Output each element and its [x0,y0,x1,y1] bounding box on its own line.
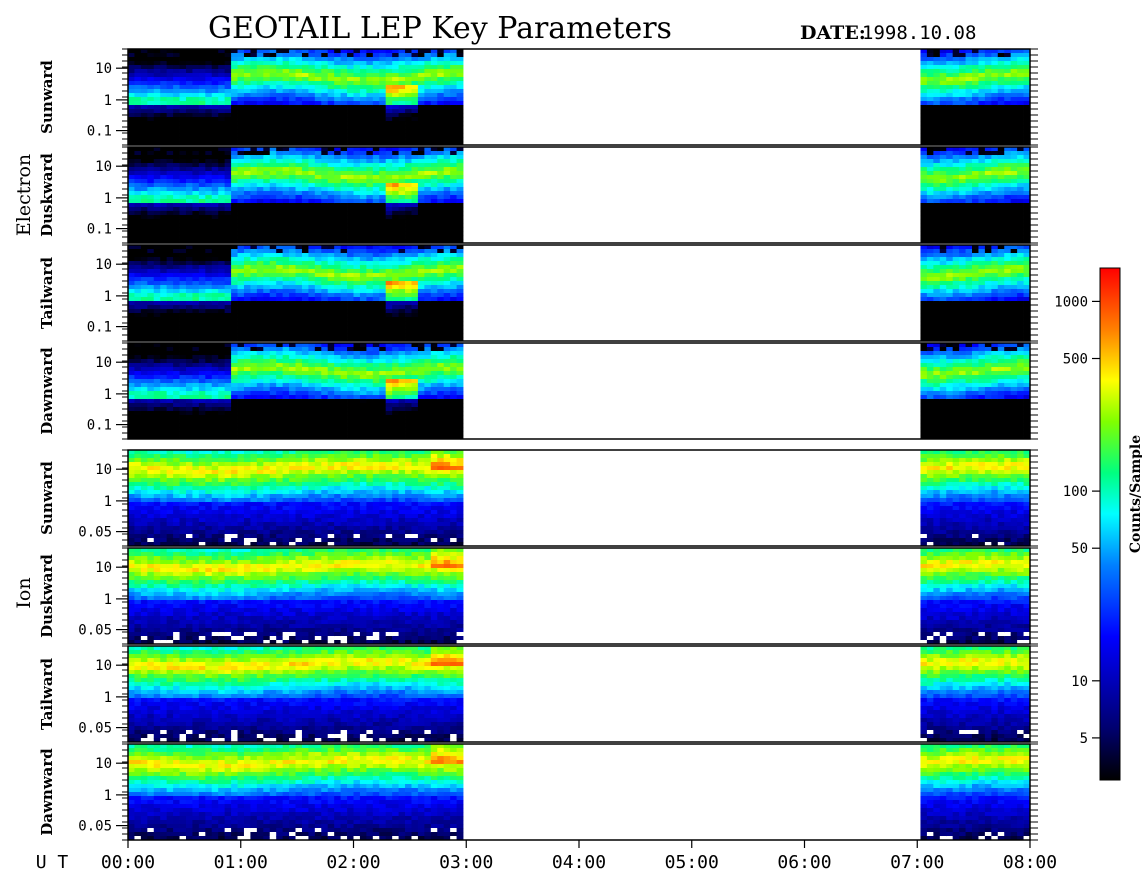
panel-label: Duskward [38,153,56,237]
y-tick-label: 0.05 [78,721,112,737]
y-tick-label: 1 [104,289,112,305]
y-tick-label: 1 [104,387,112,403]
date-label: DATE: [800,22,866,44]
electron-panel-sunward: 10 1 0.1 Sunward [38,48,1038,146]
panels: 10 1 0.1 Sunward 10 1 0.1 Duskward 10 1 0.1 Tailwar… [38,48,1038,841]
panel-label: Tailward [38,658,56,730]
colorbar-tick-label: 5 [1080,731,1088,747]
ion-panel-tailward: 10 1 0.05 Tailward [38,645,1038,743]
colorbar-tick-label: 100 [1063,484,1088,500]
electron-panel-tailward: 10 1 0.1 Tailward [38,244,1038,342]
y-tick-label: 0.1 [87,320,112,336]
ion-panel-sunward: 10 1 0.05 Sunward [38,449,1038,547]
colorbar [1099,267,1121,781]
group-label-ion: Ion [13,577,35,608]
x-tick-label: 04:00 [552,852,606,873]
y-tick-label: 10 [95,658,112,674]
y-tick-label: 10 [95,756,112,772]
ion-panel-dawnward: 10 1 0.05 Dawnward [38,743,1038,841]
date-value: 1998.10.08 [862,22,976,44]
electron-panel-duskward: 10 1 0.1 Duskward [38,146,1038,244]
x-tick-label: 08:00 [1003,852,1057,873]
y-tick-label: 0.1 [87,222,112,238]
x-tick-label: 06:00 [777,852,831,873]
ion-panel-duskward: 10 1 0.05 Duskward [38,547,1038,645]
panel-label: Dawnward [38,748,56,836]
panel-label: Dawnward [38,347,56,435]
y-tick-label: 0.05 [78,819,112,835]
y-tick-label: 10 [95,355,112,371]
colorbar-tick-label: 500 [1063,352,1088,368]
panel-label: Tailward [38,257,56,329]
y-tick-label: 1 [104,592,112,608]
panel-label: Duskward [38,554,56,638]
y-tick-label: 1 [104,191,112,207]
x-axis-label: U T [36,852,69,873]
colorbar-ticks: 1000 500 100 50 10 5 [1054,294,1100,747]
y-tick-label: 10 [95,462,112,478]
colorbar-label: Counts/Sample [1128,435,1142,553]
panel-label: Sunward [38,461,56,535]
x-tick-label: 00:00 [101,852,155,873]
colorbar-tick-label: 1000 [1054,294,1088,310]
y-tick-label: 1 [104,788,112,804]
group-label-electron: Electron [13,154,35,236]
y-tick-label: 10 [95,159,112,175]
y-tick-label: 10 [95,61,112,77]
x-tick-label: 02:00 [326,852,380,873]
y-tick-label: 0.05 [78,525,112,541]
y-tick-label: 10 [95,257,112,273]
x-tick-label: 03:00 [439,852,493,873]
y-tick-label: 0.05 [78,623,112,639]
colorbar-tick-label: 10 [1071,674,1088,690]
x-tick-label: 07:00 [890,852,944,873]
y-tick-label: 1 [104,690,112,706]
colorbar-tick-label: 50 [1071,541,1088,557]
x-ticks: 00:00 01:00 02:00 03:00 04:00 05:00 06:00 07:00… [101,840,1057,873]
y-tick-label: 0.1 [87,124,112,140]
x-tick-label: 05:00 [665,852,719,873]
panel-label: Sunward [38,60,56,134]
y-tick-label: 1 [104,494,112,510]
electron-panel-dawnward: 10 1 0.1 Dawnward [38,342,1038,440]
y-tick-label: 10 [95,560,112,576]
x-tick-label: 01:00 [214,852,268,873]
y-tick-label: 0.1 [87,418,112,434]
y-tick-label: 1 [104,93,112,109]
chart-title: GEOTAIL LEP Key Parameters [208,11,672,46]
